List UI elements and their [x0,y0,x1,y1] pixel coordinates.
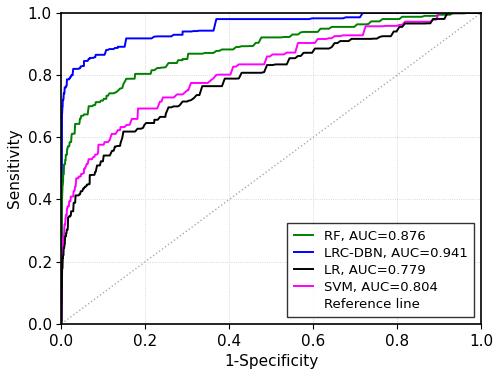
LR, AUC=0.779 [157,115,163,119]
SVM, AUC=0.804 [59,262,65,267]
LR, AUC=0.779 [478,11,484,15]
SVM, AUC=0.804 [154,105,160,109]
LRC-DBN, AUC=0.941 [346,15,352,20]
SVM, AUC=0.804 [478,11,484,15]
Legend: RF, AUC=0.876, LRC-DBN, AUC=0.941, LR, AUC=0.779, SVM, AUC=0.804, Reference line: RF, AUC=0.876, LRC-DBN, AUC=0.941, LR, A… [287,223,474,317]
RF, AUC=0.876 [157,66,163,70]
RF, AUC=0.876 [58,321,64,326]
RF, AUC=0.876 [59,206,65,211]
LRC-DBN, AUC=0.941 [360,11,366,15]
SVM, AUC=0.804 [166,95,172,100]
RF, AUC=0.876 [346,25,352,29]
LRC-DBN, AUC=0.941 [58,321,64,326]
LR, AUC=0.779 [154,118,160,122]
RF, AUC=0.876 [166,61,172,65]
LRC-DBN, AUC=0.941 [402,11,408,15]
LRC-DBN, AUC=0.941 [478,11,484,15]
LR, AUC=0.779 [59,278,65,283]
LRC-DBN, AUC=0.941 [59,117,65,122]
Line: RF, AUC=0.876: RF, AUC=0.876 [62,13,481,324]
RF, AUC=0.876 [399,15,405,19]
LR, AUC=0.779 [166,105,172,110]
LRC-DBN, AUC=0.941 [154,34,160,39]
RF, AUC=0.876 [450,11,456,15]
SVM, AUC=0.804 [157,99,163,104]
SVM, AUC=0.804 [346,33,352,38]
LR, AUC=0.779 [464,11,470,15]
SVM, AUC=0.804 [399,23,405,27]
SVM, AUC=0.804 [58,321,64,326]
LR, AUC=0.779 [346,39,352,43]
Line: LR, AUC=0.779: LR, AUC=0.779 [62,13,481,324]
X-axis label: 1-Specificity: 1-Specificity [224,354,318,369]
Y-axis label: Sensitivity: Sensitivity [7,129,22,208]
LRC-DBN, AUC=0.941 [157,34,163,39]
RF, AUC=0.876 [478,11,484,15]
Line: SVM, AUC=0.804: SVM, AUC=0.804 [62,13,481,324]
LR, AUC=0.779 [399,25,405,29]
SVM, AUC=0.804 [438,11,444,15]
LRC-DBN, AUC=0.941 [166,34,172,39]
RF, AUC=0.876 [154,66,160,70]
LR, AUC=0.779 [58,321,64,326]
Line: LRC-DBN, AUC=0.941: LRC-DBN, AUC=0.941 [62,13,481,324]
